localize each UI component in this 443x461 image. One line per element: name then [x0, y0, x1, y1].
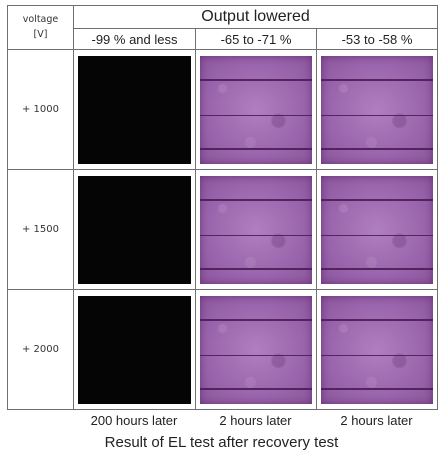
el-image-purple	[200, 55, 312, 164]
el-image-purple	[321, 175, 434, 284]
el-image-dark	[78, 175, 191, 284]
table-row-2000: + 2000	[7, 289, 439, 410]
el-image-purple	[200, 175, 312, 284]
el-image-purple	[321, 55, 434, 164]
voltage-header-label: voltage	[22, 14, 59, 26]
figure-caption: Result of EL test after recovery test	[104, 434, 339, 451]
el-image-purple	[200, 295, 312, 404]
el-image-dark	[78, 295, 191, 404]
time-label-3: 2 hours later	[340, 413, 413, 428]
column-header-1: -99 % and less	[73, 28, 196, 50]
table-row-1500: + 1500	[7, 169, 439, 290]
table-row-1000: + 1000	[7, 49, 439, 170]
time-label-2: 2 hours later	[219, 413, 292, 428]
voltage-label: + 2000	[7, 289, 74, 410]
el-image-purple	[321, 295, 434, 404]
column-header-3: -53 to -58 %	[315, 28, 439, 50]
voltage-label: + 1000	[7, 49, 74, 170]
el-image-dark	[78, 55, 191, 164]
output-lowered-title: Output lowered	[72, 5, 439, 29]
voltage-label: + 1500	[7, 169, 74, 290]
voltage-header-unit: [V]	[33, 28, 48, 40]
column-header-2: -65 to -71 %	[195, 28, 317, 50]
el-test-table: voltage [V] Output lowered -99 % and les…	[7, 5, 439, 410]
time-label-1: 200 hours later	[90, 413, 178, 428]
voltage-header: voltage [V]	[7, 5, 74, 50]
